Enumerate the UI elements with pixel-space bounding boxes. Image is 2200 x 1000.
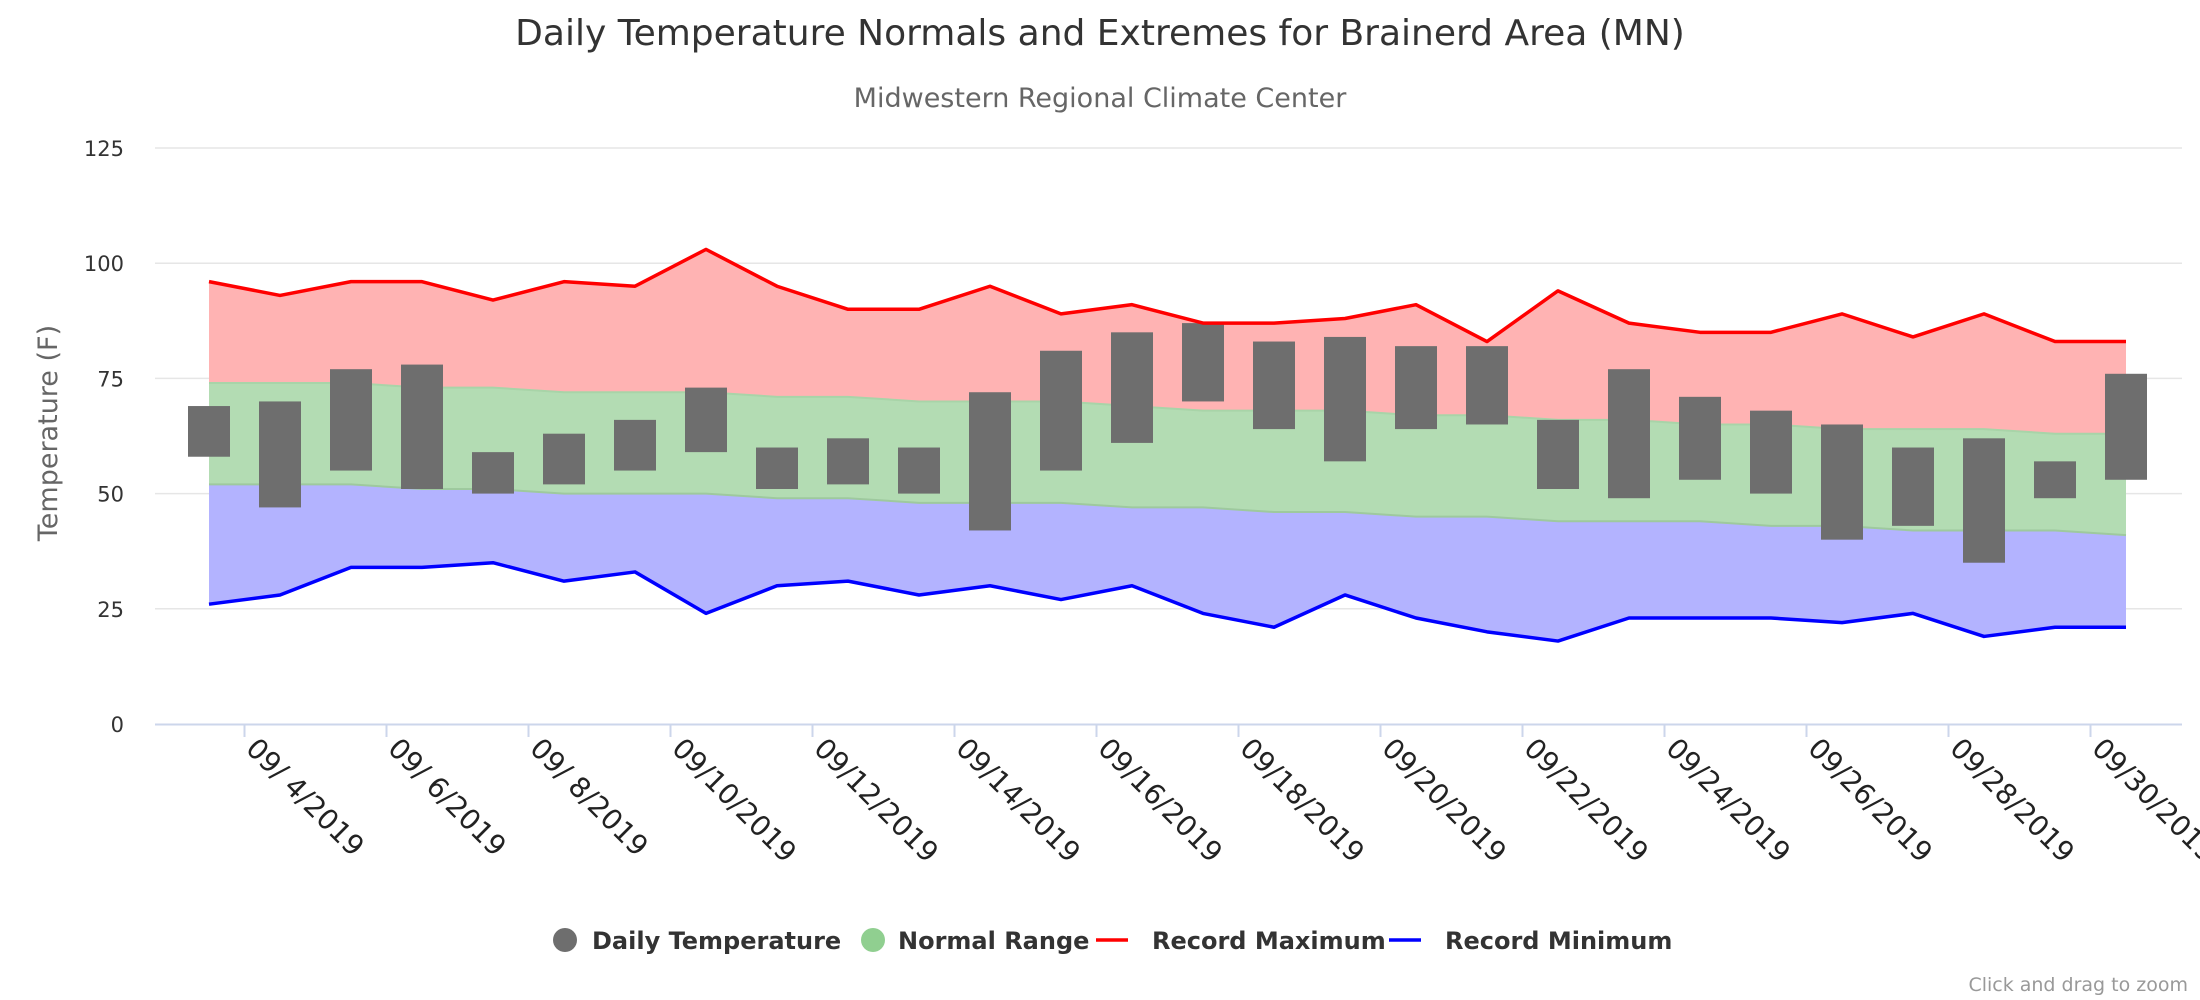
y-tick-label: 125 (84, 137, 124, 161)
y-tick-label: 25 (97, 598, 124, 622)
zoom-hint: Click and drag to zoom (1968, 974, 2188, 996)
daily-temperature-bar[interactable] (1182, 323, 1224, 402)
legend-item-record-maximum[interactable]: Record Maximum (1096, 927, 1386, 955)
daily-temperature-bar[interactable] (685, 387, 727, 453)
y-tick-label: 75 (97, 367, 124, 391)
legend-label: Record Minimum (1445, 927, 1672, 955)
record-maximum-line[interactable] (208, 247, 2126, 344)
x-tick-label: 09/28/2019 (1944, 732, 2081, 869)
daily-temperature-bar[interactable] (1253, 341, 1295, 430)
daily-temperature-bar[interactable] (1892, 447, 1934, 526)
normal-low-line (209, 483, 2127, 537)
daily-temperature-bar[interactable] (1111, 332, 1153, 443)
legend-item-daily-temperature[interactable]: Daily Temperature (553, 927, 841, 955)
daily-temperature-bar[interactable] (2105, 373, 2147, 480)
daily-temperature-bar[interactable] (1608, 369, 1650, 499)
daily-temperature-bar[interactable] (756, 447, 798, 489)
daily-temperature-bar[interactable] (1963, 438, 2005, 563)
chart-subtitle: Midwestern Regional Climate Center (854, 83, 1348, 114)
normal-high-line (209, 382, 2126, 435)
daily-temperature-bar[interactable] (188, 406, 230, 457)
legend-label: Normal Range (898, 927, 1089, 955)
x-tick-label: 09/ 8/2019 (524, 732, 655, 863)
y-tick-label: 50 (97, 483, 124, 507)
legend-item-record-minimum[interactable]: Record Minimum (1389, 927, 1672, 955)
legend-label: Record Maximum (1152, 927, 1386, 955)
x-tick-label: 09/30/2019 (2086, 732, 2200, 869)
legend-marker-icon (861, 928, 885, 952)
daily-temperature-bar[interactable] (1466, 346, 1508, 425)
x-tick-label: 09/24/2019 (1660, 732, 1797, 869)
y-tick-label: 100 (84, 252, 124, 276)
daily-temperature-bar[interactable] (401, 364, 443, 489)
daily-temperature-bar[interactable] (898, 447, 940, 494)
daily-temperature-bar[interactable] (969, 392, 1011, 531)
x-tick-label: 09/16/2019 (1092, 732, 1229, 869)
legend-item-normal-range[interactable]: Normal Range (861, 927, 1089, 955)
x-tick-label: 09/18/2019 (1234, 732, 1371, 869)
x-tick-label: 09/20/2019 (1376, 732, 1513, 869)
daily-temperature-bar[interactable] (543, 433, 585, 485)
daily-temperature-bar[interactable] (1537, 419, 1579, 489)
daily-temperature-bar[interactable] (472, 452, 514, 494)
x-tick-label: 09/22/2019 (1518, 732, 1655, 869)
daily-temperature-bar[interactable] (2034, 461, 2076, 499)
x-tick-label: 09/10/2019 (666, 732, 803, 869)
daily-temperature-bar[interactable] (1040, 350, 1082, 471)
x-tick-label: 09/12/2019 (808, 732, 945, 869)
daily-temperature-bar[interactable] (1324, 336, 1366, 462)
chart-title: Daily Temperature Normals and Extremes f… (515, 13, 1685, 54)
plot-area[interactable]: 0 25 50 75 100 125 09/ 4/2019 09/ 6/2019 09/ 8/2… (84, 137, 2200, 869)
x-tick-label: 09/ 6/2019 (382, 732, 513, 863)
legend-label: Daily Temperature (592, 927, 841, 955)
daily-temperature-bar[interactable] (259, 401, 301, 508)
x-tick-label: 09/ 4/2019 (240, 732, 371, 863)
daily-temperature-bar[interactable] (1679, 396, 1721, 480)
legend-marker-icon (553, 928, 577, 952)
legend[interactable]: Daily Temperature Normal Range Record Maxi… (553, 927, 1672, 955)
daily-temperature-bar[interactable] (1821, 424, 1863, 540)
x-tick-label: 09/26/2019 (1802, 732, 1939, 869)
x-tick-label: 09/14/2019 (950, 732, 1087, 869)
daily-temperature-bar[interactable] (614, 419, 656, 471)
y-axis-title: Temperature (F) (33, 325, 64, 542)
daily-temperature-bar[interactable] (330, 369, 372, 471)
record-minimum-line[interactable] (208, 560, 2126, 643)
daily-temperature-bar[interactable] (827, 438, 869, 485)
daily-temperature-bar[interactable] (1395, 346, 1437, 430)
daily-temperature-bar[interactable] (1750, 410, 1792, 494)
y-tick-label: 0 (111, 713, 124, 737)
